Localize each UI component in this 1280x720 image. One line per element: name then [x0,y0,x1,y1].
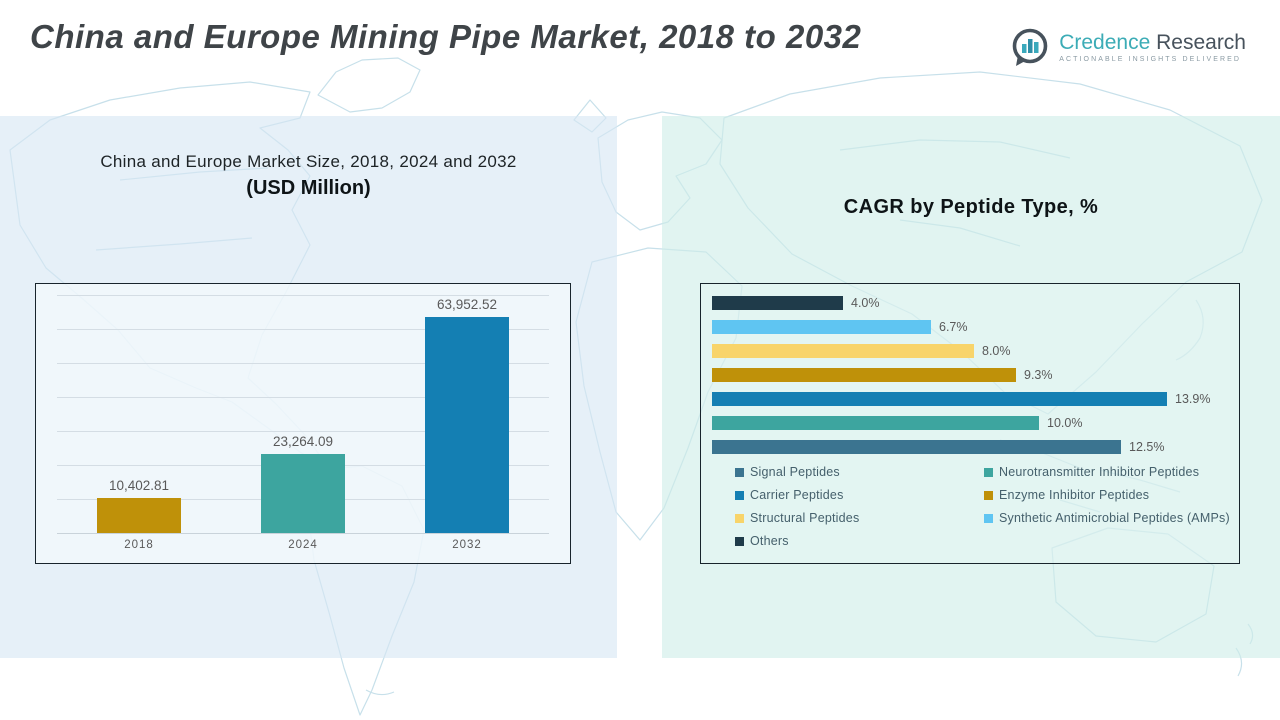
bar-2018 [97,498,181,533]
legend-item: Carrier Peptides [735,488,980,502]
bar-2032 [425,317,509,533]
cagr-bar [712,440,1121,454]
cagr-bar-value-label: 13.9% [1175,392,1211,406]
cagr-bar-value-label: 4.0% [851,296,880,310]
market-size-x-axis: 2018 2024 2032 [57,539,549,551]
page-title: China and Europe Mining Pipe Market, 201… [30,18,862,55]
right-panel-background [662,116,1280,658]
legend-marker-icon [984,467,993,477]
logo-brand: Credence Research [1059,30,1246,54]
logo-chart-bubble-icon [1012,28,1048,66]
bar-value-label: 10,402.81 [108,478,170,493]
cagr-bar-value-label: 9.3% [1024,368,1053,382]
cagr-bar-row: 13.9% [712,392,1231,406]
cagr-bar-row: 8.0% [712,344,1231,358]
legend-label: Signal Peptides [750,465,840,479]
legend-label: Neurotransmitter Inhibitor Peptides [999,465,1200,479]
x-axis-label-2024: 2024 [288,539,318,551]
legend-marker-icon [984,513,993,523]
cagr-bar-value-label: 10.0% [1047,416,1083,430]
legend-item: Others [735,534,980,548]
x-axis-label-2032: 2032 [452,539,482,551]
cagr-bar [712,344,974,358]
legend-marker-icon [735,490,744,500]
legend-item: Neurotransmitter Inhibitor Peptides [984,465,1230,479]
x-axis-label-2018: 2018 [124,539,154,551]
legend-marker-icon [984,490,993,500]
cagr-bar [712,368,1016,382]
bar-2024 [261,454,345,533]
cagr-bars: 4.0% 6.7% 8.0% 9.3% 13.9% 10.0% 12.5% [712,296,1231,464]
market-size-heading-line2: (USD Million) [246,177,371,199]
cagr-bar-row: 10.0% [712,416,1231,430]
bar-group-2018: 10,402.81 [97,478,181,533]
legend-item: Synthetic Antimicrobial Peptides (AMPs) [984,511,1230,525]
bar-group-2024: 23,264.09 [261,434,345,533]
logo-tagline: Actionable Insights Delivered [1059,55,1242,63]
logo-brand-primary: Credence [1059,30,1151,54]
legend-marker-icon [735,467,744,477]
cagr-bar [712,296,843,310]
cagr-bar-row: 6.7% [712,320,1231,334]
cagr-chart: 4.0% 6.7% 8.0% 9.3% 13.9% 10.0% 12.5% Signal P… [700,283,1240,564]
cagr-bar [712,416,1039,430]
logo-text: Credence Research Actionable Insights De… [1059,30,1246,63]
logo-brand-secondary: Research [1156,30,1246,54]
cagr-bar-row: 12.5% [712,440,1231,454]
cagr-bar [712,320,931,334]
legend-item: Enzyme Inhibitor Peptides [984,488,1230,502]
market-size-heading-line1: China and Europe Market Size, 2018, 2024… [100,152,517,171]
cagr-bar [712,392,1167,406]
legend-marker-icon [735,536,744,546]
cagr-bar-value-label: 6.7% [939,320,968,334]
bar-value-label: 23,264.09 [272,434,334,449]
cagr-legend: Signal Peptides Neurotransmitter Inhibito… [735,465,1230,548]
market-size-plot-area: 10,402.81 23,264.09 63,952.52 [57,289,549,534]
legend-label: Enzyme Inhibitor Peptides [999,488,1150,502]
legend-item: Signal Peptides [735,465,980,479]
market-size-chart: 10,402.81 23,264.09 63,952.52 2018 2024 2032 [35,283,571,564]
legend-label: Carrier Peptides [750,488,844,502]
cagr-bar-row: 4.0% [712,296,1231,310]
legend-label: Synthetic Antimicrobial Peptides (AMPs) [999,511,1230,525]
cagr-bar-row: 9.3% [712,368,1231,382]
credence-research-logo: Credence Research Actionable Insights De… [1009,26,1246,68]
bar-group-2032: 63,952.52 [425,297,509,533]
cagr-bar-value-label: 8.0% [982,344,1011,358]
cagr-bar-value-label: 12.5% [1129,440,1165,454]
cagr-heading: CAGR by Peptide Type, % [843,196,1099,218]
legend-label: Others [750,534,789,548]
legend-marker-icon [735,513,744,523]
market-size-bars: 10,402.81 23,264.09 63,952.52 [57,289,549,533]
legend-label: Structural Peptides [750,511,860,525]
legend-item: Structural Peptides [735,511,980,525]
market-size-heading: China and Europe Market Size, 2018, 2024… [0,152,617,200]
bar-value-label: 63,952.52 [436,297,498,312]
